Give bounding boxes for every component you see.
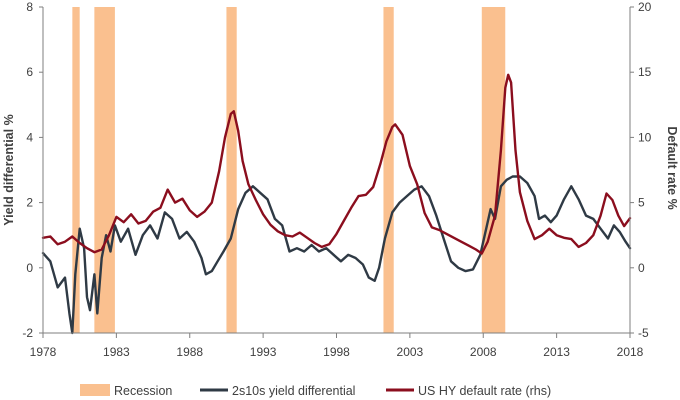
recession-band-2 (94, 7, 115, 333)
right-y-tick-label: 15 (638, 65, 652, 79)
recession-bands (72, 7, 506, 333)
x-tick-label: 2003 (397, 345, 424, 359)
yield-differential-line (41, 175, 632, 335)
x-tick-label: 1993 (250, 345, 277, 359)
left-axis-title: Yield differential % (2, 114, 16, 225)
x-tick-label: 2013 (543, 345, 570, 359)
recession-band-4 (383, 7, 394, 333)
tick-labels: 1978 1983 1988 1993 1998 2003 2008 2013 2018-202… (22, 0, 651, 359)
x-tick-label: 1998 (323, 345, 350, 359)
axes (42, 7, 631, 334)
legend-default-label: US HY default rate (rhs) (418, 384, 551, 398)
left-y-tick-label: 4 (26, 130, 33, 144)
left-y-tick-label: 0 (26, 261, 33, 275)
x-tick-label: 2018 (617, 345, 644, 359)
right-axis-title: Default rate % (665, 126, 679, 209)
series-lines (41, 73, 632, 335)
x-tick-label: 2008 (470, 345, 497, 359)
x-tick-label: 1978 (30, 345, 57, 359)
right-y-tick-label: -5 (638, 326, 649, 340)
legend: Recession 2s10s yield differential US HY… (80, 384, 551, 398)
recession-band-1 (72, 7, 80, 333)
right-y-tick-label: 5 (638, 196, 645, 210)
default-rate-line (41, 73, 632, 255)
recession-band-3 (226, 7, 237, 333)
legend-recession-label: Recession (114, 384, 172, 398)
left-y-tick-label: 8 (26, 0, 33, 14)
left-y-tick-label: 6 (26, 65, 33, 79)
recession-band-5 (481, 7, 506, 333)
left-y-tick-label: -2 (22, 326, 33, 340)
right-y-tick-label: 10 (638, 130, 652, 144)
legend-recession-swatch (80, 384, 110, 396)
left-y-tick-label: 2 (26, 196, 33, 210)
right-y-tick-label: 0 (638, 261, 645, 275)
legend-yield-label: 2s10s yield differential (232, 384, 355, 398)
right-y-tick-label: 20 (638, 0, 652, 14)
x-tick-label: 1988 (176, 345, 203, 359)
x-tick-label: 1983 (103, 345, 130, 359)
